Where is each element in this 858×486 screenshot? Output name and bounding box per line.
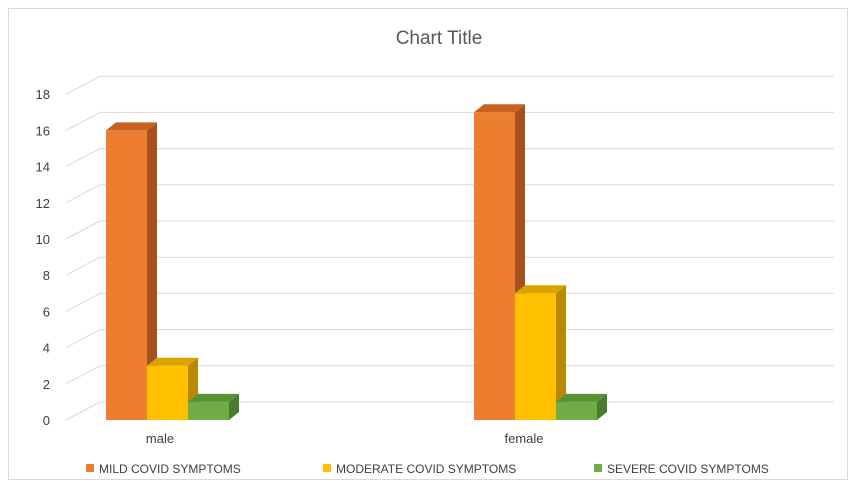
gridline-depth: [65, 75, 101, 95]
x-axis-labels: male female: [146, 431, 544, 446]
y-tick-label: 12: [36, 196, 50, 211]
bar-top: [188, 393, 239, 402]
bar-front: [147, 365, 188, 420]
y-axis-ticks: 0 2 4 6 8 10 12 14 16 18: [36, 87, 50, 428]
gridline-depth: [65, 401, 101, 421]
bar-front: [188, 401, 229, 420]
legend-item: MODERATE COVID SYMPTOMS: [323, 462, 516, 476]
bar-side: [597, 393, 607, 420]
y-tick-label: 16: [36, 123, 50, 138]
bar-top: [556, 393, 607, 402]
gridline-depth: [65, 220, 101, 240]
gridline-depth: [65, 365, 101, 385]
legend-swatch: [86, 464, 94, 472]
bar-top: [106, 122, 157, 131]
bar-female-1: [515, 285, 566, 420]
legend-item: MILD COVID SYMPTOMS: [86, 462, 241, 476]
bar-female-0: [474, 104, 525, 421]
gridline-depth: [65, 329, 101, 349]
chart-title: Chart Title: [396, 28, 483, 49]
gridline-depth: [65, 148, 101, 168]
gridline-depth: [65, 111, 101, 131]
gridline-depth: [65, 256, 101, 276]
legend-label: MILD COVID SYMPTOMS: [99, 462, 241, 476]
y-tick-label: 14: [36, 160, 50, 175]
bar-top: [515, 285, 566, 294]
bar-side: [147, 122, 157, 421]
y-tick-label: 6: [43, 304, 50, 319]
bar-female-2: [556, 393, 607, 420]
bar-top: [474, 104, 525, 113]
legend-swatch: [323, 464, 331, 472]
legend-item: SEVERE COVID SYMPTOMS: [594, 462, 769, 476]
bar-front: [474, 112, 515, 421]
y-tick-label: 2: [43, 377, 50, 392]
bar-top: [147, 357, 198, 366]
bar-side: [229, 393, 239, 420]
y-tick-label: 4: [43, 341, 50, 356]
bar-front: [556, 401, 597, 420]
gridline-depth: [65, 292, 101, 312]
bar-front: [106, 130, 147, 420]
bars: [106, 104, 607, 421]
x-category-label: male: [146, 431, 174, 446]
legend-label: SEVERE COVID SYMPTOMS: [607, 462, 769, 476]
bar-male-2: [188, 393, 239, 420]
y-tick-label: 18: [36, 87, 50, 102]
legend: MILD COVID SYMPTOMS MODERATE COVID SYMPTO…: [86, 462, 769, 476]
legend-label: MODERATE COVID SYMPTOMS: [336, 462, 516, 476]
bar-side: [556, 285, 566, 420]
bar-front: [515, 293, 556, 420]
gridline-depth: [65, 184, 101, 204]
legend-swatch: [594, 464, 602, 472]
y-tick-label: 10: [36, 232, 50, 247]
y-tick-label: 8: [43, 268, 50, 283]
y-tick-label: 0: [43, 413, 50, 428]
bar-male-0: [106, 122, 157, 421]
x-category-label: female: [504, 431, 543, 446]
